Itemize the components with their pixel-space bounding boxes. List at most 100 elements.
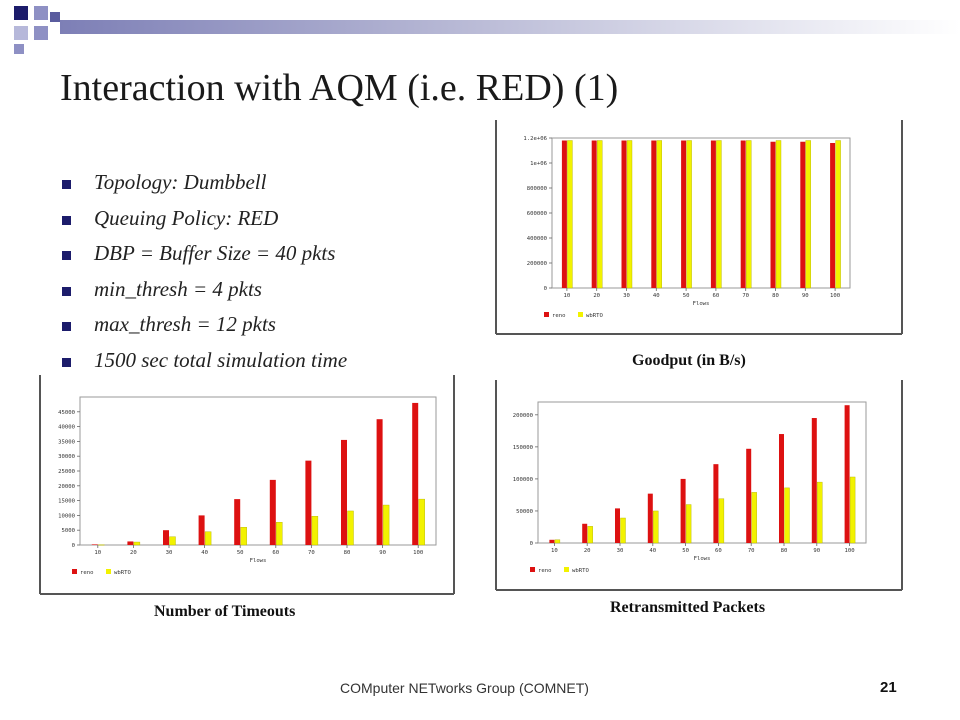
- y-tick-label: 20000: [58, 484, 75, 490]
- x-tick-label: 20: [593, 293, 600, 299]
- bullet-list: Topology: Dumbbell Queuing Policy: RED D…: [60, 170, 347, 383]
- corner-square-6: [14, 44, 24, 54]
- timeouts-chart: 0 5000 10000 15000 20000 25000 30000 35000 40000…: [38, 375, 456, 596]
- y-tick-label: 800000: [527, 186, 547, 192]
- page-number: 21: [880, 679, 897, 696]
- wbRTO-bar: [98, 544, 105, 546]
- reno-bar: [234, 499, 241, 545]
- bullet-item: max_thresh = 12 pkts: [60, 312, 347, 348]
- reno-bar: [305, 460, 312, 545]
- wbRTO-bar: [382, 504, 390, 546]
- x-tick-label: 90: [379, 550, 386, 556]
- corner-square-1: [14, 6, 28, 20]
- reno-bar: [844, 405, 850, 543]
- bullet-item: DBP = Buffer Size = 40 pkts: [60, 241, 347, 277]
- wbRTO-bar: [656, 140, 663, 289]
- reno-bar: [681, 140, 687, 288]
- x-tick-label: 30: [617, 548, 624, 554]
- x-tick-label: 60: [713, 293, 720, 299]
- wbRTO-bar: [805, 140, 811, 289]
- reno-bar: [713, 464, 719, 543]
- y-tick-label: 50000: [516, 509, 533, 515]
- corner-square-4: [34, 26, 48, 40]
- y-tick-label: 600000: [527, 211, 547, 217]
- y-tick-label: 0: [530, 541, 533, 547]
- reno-bar: [341, 439, 347, 545]
- wbRTO-bar: [751, 492, 757, 544]
- wbRTO-bar: [716, 140, 722, 289]
- wbRTO-legend-label: wbRTO: [114, 570, 131, 576]
- reno-bar: [710, 140, 716, 288]
- timeouts-caption: Number of Timeouts: [154, 603, 296, 620]
- x-tick-label: 100: [845, 548, 855, 554]
- x-tick-label: 80: [344, 550, 351, 556]
- retransmitted-caption: Retransmitted Packets: [610, 599, 766, 616]
- y-tick-label: 35000: [58, 439, 75, 445]
- x-tick-label: 60: [715, 548, 722, 554]
- wbRTO-bar: [686, 140, 692, 289]
- y-tick-label: 45000: [58, 410, 75, 416]
- y-tick-label: 0: [72, 543, 75, 549]
- reno-bar: [746, 448, 752, 543]
- y-tick-label: 200000: [513, 413, 533, 419]
- wbRTO-bar: [849, 476, 856, 544]
- reno-bar: [800, 141, 806, 288]
- x-tick-label: 40: [653, 293, 660, 299]
- retransmitted-chart-svg: 0 50000 100000 150000 200000 10 20 30 40 50 60 70 80…: [495, 380, 903, 591]
- wbRTO-bar: [276, 522, 283, 546]
- x-tick-label: 20: [130, 550, 137, 556]
- wbRTO-bar: [240, 527, 247, 546]
- wbRTO-bar: [133, 541, 141, 546]
- reno-legend-swatch: [72, 569, 77, 574]
- goodput-chart: 0 200000 400000 600000 800000 1e+06 1.2e+06 10 2…: [494, 120, 904, 336]
- y-tick-label: 40000: [58, 425, 75, 431]
- x-tick-label: 50: [683, 293, 690, 299]
- y-tick-label: 1e+06: [530, 161, 547, 167]
- wbRTO-bar: [169, 536, 176, 546]
- y-tick-label: 10000: [58, 513, 75, 519]
- reno-legend-swatch: [530, 567, 535, 572]
- corner-square-2: [34, 6, 48, 20]
- wbRTO-legend-label: wbRTO: [572, 568, 589, 574]
- y-tick-label: 100000: [513, 477, 533, 483]
- y-tick-label: 200000: [527, 261, 547, 267]
- reno-bar: [647, 493, 653, 543]
- reno-bar: [91, 544, 98, 545]
- reno-bar: [651, 140, 657, 288]
- wbRTO-bar: [587, 526, 593, 544]
- goodput-caption: Goodput (in B/s): [632, 352, 746, 369]
- wbRTO-bar: [204, 531, 212, 546]
- x-tick-label: 50: [237, 550, 244, 556]
- reno-bar: [779, 434, 784, 543]
- bullet-square-icon: [62, 251, 71, 260]
- wbRTO-bar: [620, 517, 626, 544]
- reno-bar: [591, 140, 597, 288]
- bullet-item: Topology: Dumbbell: [60, 170, 347, 206]
- x-tick-label: 90: [802, 293, 809, 299]
- reno-bar: [127, 541, 134, 545]
- timeouts-chart-svg: 0 5000 10000 15000 20000 25000 30000 35000 40000…: [39, 375, 455, 595]
- wbRTO-bar: [685, 504, 692, 544]
- y-tick-label: 400000: [527, 236, 547, 242]
- reno-bar: [740, 140, 746, 288]
- wbRTO-bar: [835, 140, 841, 289]
- x-axis-label: Flows: [694, 556, 711, 562]
- x-tick-label: 10: [551, 548, 558, 554]
- reno-bar: [269, 479, 276, 545]
- x-tick-label: 70: [742, 293, 749, 299]
- reno-bar: [830, 143, 836, 288]
- y-tick-label: 0: [544, 286, 547, 292]
- wbRTO-bar: [311, 516, 319, 546]
- wbRTO-legend-swatch: [564, 567, 569, 572]
- reno-bar: [198, 515, 205, 545]
- x-tick-label: 10: [94, 550, 101, 556]
- y-tick-label: 1.2e+06: [523, 136, 547, 142]
- plot-area: [537, 401, 867, 544]
- reno-bar: [680, 478, 686, 543]
- reno-legend-swatch: [544, 312, 549, 317]
- x-tick-label: 10: [564, 293, 571, 299]
- reno-bar: [549, 539, 555, 543]
- x-tick-label: 80: [772, 293, 779, 299]
- reno-bar: [621, 140, 627, 288]
- wbRTO-bar: [817, 481, 823, 544]
